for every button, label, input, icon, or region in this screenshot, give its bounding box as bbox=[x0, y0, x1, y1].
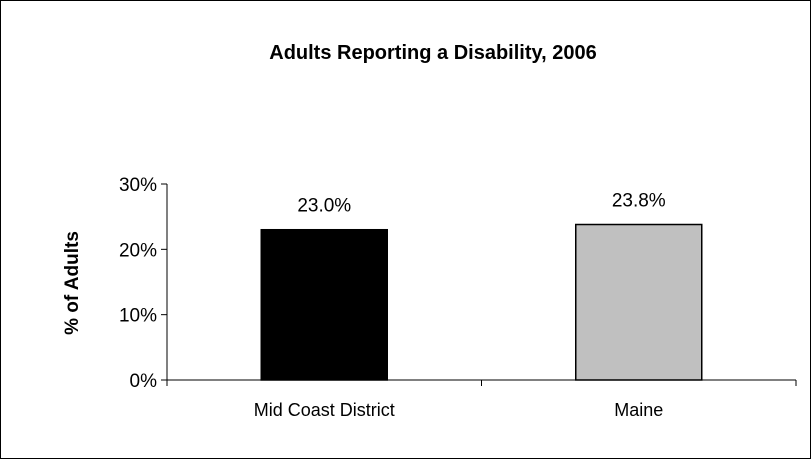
y-tick-label: 30% bbox=[119, 175, 157, 196]
plot-area: 0% 10% 20% 30% 23.0% Mid Coast District 23.8% M… bbox=[119, 175, 797, 420]
x-category-label: Maine bbox=[614, 400, 663, 420]
bar-mid-coast-district bbox=[260, 228, 388, 381]
x-category-label: Mid Coast District bbox=[254, 400, 395, 420]
y-tick-label: 20% bbox=[119, 240, 157, 261]
bar-maine bbox=[575, 223, 703, 381]
chart-title: Adults Reporting a Disability, 2006 bbox=[269, 42, 596, 64]
y-tick-label: 10% bbox=[119, 306, 157, 327]
data-label: 23.8% bbox=[612, 191, 666, 212]
data-label: 23.0% bbox=[297, 196, 351, 217]
y-tick-label: 0% bbox=[130, 371, 158, 392]
y-axis-label: % of Adults bbox=[62, 231, 83, 335]
